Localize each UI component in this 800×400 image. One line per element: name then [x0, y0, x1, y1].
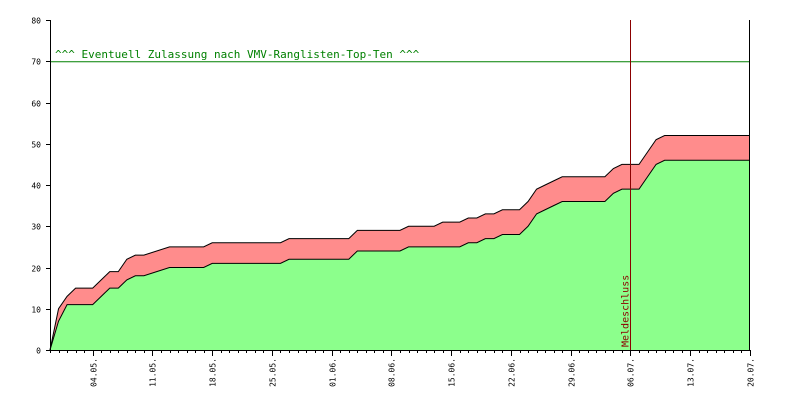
y-axis-ticks: 0 10 20 30 40 50 60 70 80 — [31, 17, 50, 356]
series-line-2 — [49, 159, 750, 351]
reference-line-group: ^^^ Eventuell Zulassung nach VMV-Ranglis… — [50, 48, 750, 63]
y-tick-label: 10 — [31, 306, 41, 315]
x-tick-label: 22.06. — [508, 358, 517, 387]
x-axis-ticks: 04.05. 11.05. 18.05. 25.05. 01.06. 08.06. 15.0… — [50, 350, 756, 387]
x-tick-label: 29.06. — [568, 358, 577, 387]
y-tick-label: 20 — [31, 265, 41, 274]
y-tick-label: 60 — [31, 100, 41, 109]
y-tick-label: 40 — [31, 182, 41, 191]
y-tick-label: 80 — [31, 17, 41, 26]
x-tick-label: 08.06. — [388, 358, 397, 387]
x-tick-label: 20.07. — [747, 358, 756, 387]
x-tick-label: 11.05. — [149, 358, 158, 387]
x-tick-label: 15.06. — [448, 358, 457, 387]
x-tick-label: 18.05. — [209, 358, 218, 387]
x-tick-label: 13.07. — [687, 358, 696, 387]
chart-areas — [49, 135, 750, 351]
y-tick-label: 0 — [36, 347, 41, 356]
x-tick-label: 04.05. — [90, 358, 99, 387]
y-tick-label: 50 — [31, 141, 41, 150]
x-tick-label: 06.07. — [627, 358, 636, 387]
vertical-line-group: Meldeschluss — [621, 20, 632, 350]
x-tick-label: 01.06. — [329, 358, 338, 387]
reference-line-label: ^^^ Eventuell Zulassung nach VMV-Ranglis… — [55, 48, 420, 61]
y-tick-label: 70 — [31, 58, 41, 67]
series-line-1 — [49, 135, 750, 351]
series-area-2 — [50, 160, 750, 350]
y-tick-label: 30 — [31, 223, 41, 232]
vertical-line-label: Meldeschluss — [621, 275, 632, 347]
x-tick-label: 25.05. — [269, 358, 278, 387]
